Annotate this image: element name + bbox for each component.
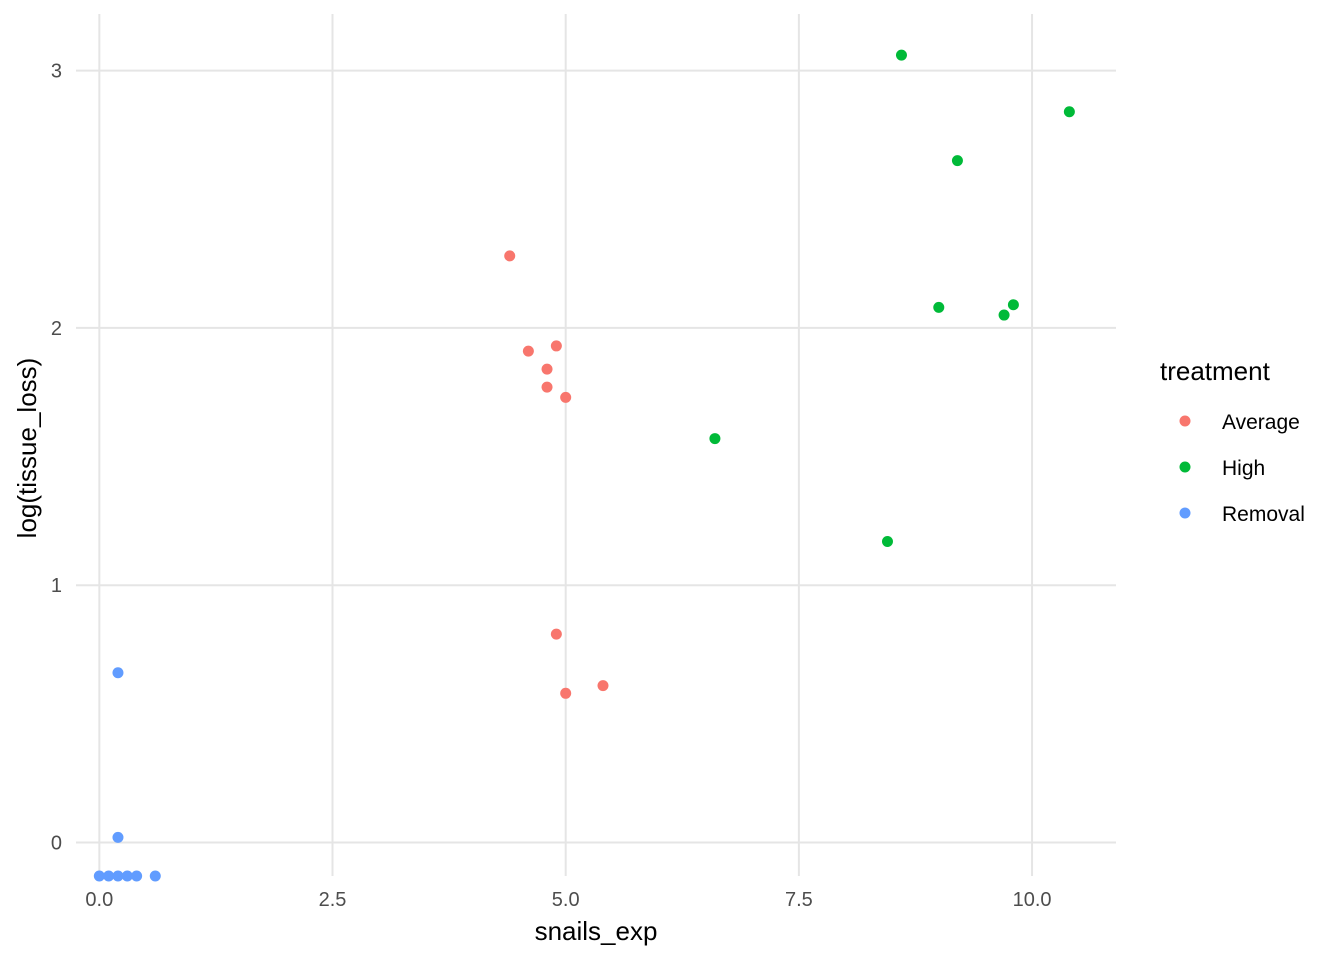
legend-item-high: High	[1179, 457, 1265, 480]
data-point	[112, 831, 124, 843]
legend-title: treatment	[1160, 356, 1271, 386]
legend-item-average: Average	[1179, 411, 1300, 434]
data-point	[951, 155, 963, 167]
x-axis-ticks: 0.0 2.5 5.0 7.5 10.0	[85, 889, 1051, 911]
legend-label: Average	[1222, 411, 1300, 434]
data-point	[522, 345, 534, 357]
x-tick-label: 10.0	[1013, 889, 1052, 911]
data-point	[881, 535, 893, 547]
data-point	[560, 687, 572, 699]
data-point	[998, 309, 1010, 321]
data-point	[103, 870, 115, 882]
y-tick-label: 0	[51, 833, 62, 855]
points-layer	[93, 49, 1075, 882]
data-point	[112, 870, 124, 882]
x-tick-label: 0.0	[85, 889, 113, 911]
data-point	[112, 667, 124, 679]
series-average	[504, 250, 609, 699]
data-point	[1007, 299, 1019, 311]
legend-item-removal: Removal	[1179, 503, 1305, 526]
data-point	[121, 870, 133, 882]
data-point	[131, 870, 143, 882]
y-tick-label: 3	[51, 61, 62, 83]
data-point	[504, 250, 516, 262]
legend-key	[1179, 415, 1191, 427]
data-point	[149, 870, 161, 882]
y-axis-ticks: 0 1 2 3	[51, 61, 62, 855]
y-tick-label: 2	[51, 318, 62, 340]
data-point	[1063, 106, 1075, 118]
y-tick-label: 1	[51, 575, 62, 597]
data-point	[541, 381, 553, 393]
legend-key	[1179, 507, 1191, 519]
legend-label: Removal	[1222, 503, 1305, 526]
data-point	[597, 680, 609, 692]
y-axis-title: log(tissue_loss)	[12, 358, 42, 539]
grid-layer	[76, 14, 1116, 876]
data-point	[709, 433, 721, 445]
series-removal	[93, 667, 161, 882]
x-axis-title: snails_exp	[535, 916, 658, 946]
x-tick-label: 7.5	[785, 889, 813, 911]
legend-items: Average High Removal	[1179, 411, 1305, 526]
data-point	[93, 870, 105, 882]
data-point	[560, 391, 572, 403]
x-tick-label: 5.0	[552, 889, 580, 911]
legend: treatment Average High Removal	[1160, 356, 1305, 526]
data-point	[550, 628, 562, 640]
data-point	[933, 301, 945, 313]
legend-key	[1179, 461, 1191, 473]
data-point	[550, 340, 562, 352]
series-high	[709, 49, 1075, 547]
legend-label: High	[1222, 457, 1265, 480]
data-point	[895, 49, 907, 61]
x-tick-label: 2.5	[319, 889, 347, 911]
data-point	[541, 363, 553, 375]
